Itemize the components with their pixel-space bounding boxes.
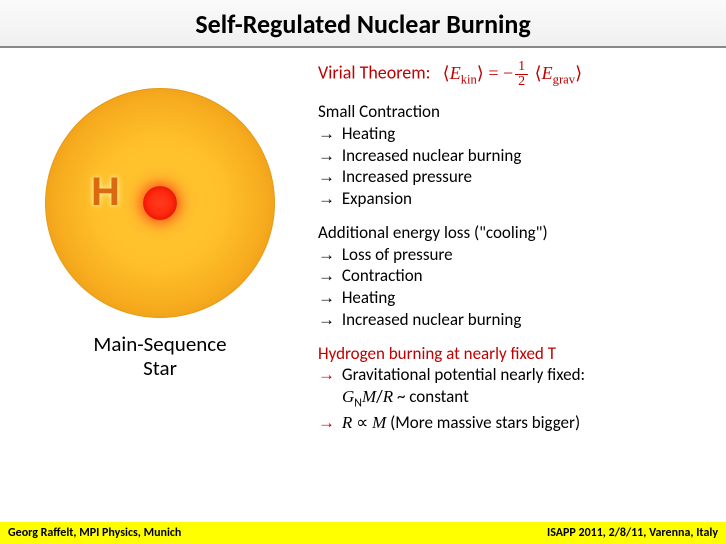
title-bar: Self-Regulated Nuclear Burning [0, 0, 726, 48]
left-column: H Main-Sequence Star [10, 58, 310, 445]
contraction-block: Small Contraction → Heating → Increased … [318, 101, 716, 210]
virial-theorem: Virial Theorem: ⟨Ekin⟩ = −12 ⟨Egrav⟩ [318, 60, 716, 89]
contraction-item-label: Increased pressure [342, 166, 472, 187]
fixed-t-line1: → Gravitational potential nearly fixed: [318, 364, 716, 386]
formula-relation: ~ constant [397, 386, 469, 407]
stellar-core [143, 186, 177, 220]
GN-sub: N [354, 396, 362, 410]
contraction-heading: Small Contraction [318, 101, 716, 123]
caption-line2: Star [143, 355, 177, 381]
content-area: H Main-Sequence Star Virial Theorem: ⟨Ek… [0, 48, 726, 445]
cooling-block: Additional energy loss ("cooling") → Los… [318, 222, 716, 331]
cooling-item-label: Heating [342, 287, 395, 308]
R-var2: R [342, 413, 352, 432]
main-sequence-star-graphic: H [45, 88, 275, 318]
cooling-item: → Loss of pressure [318, 244, 716, 266]
cooling-item-label: Loss of pressure [342, 244, 453, 265]
star-caption: Main-Sequence Star [93, 332, 226, 380]
G-var: G [342, 387, 354, 406]
contraction-item: → Heating [318, 123, 716, 145]
fixed-t-heading: Hydrogen burning at nearly fixed T [318, 343, 716, 365]
virial-equation: ⟨Ekin⟩ = −12 ⟨Egrav⟩ [443, 63, 582, 83]
M-var2: M [372, 413, 386, 432]
frac-num: 1 [515, 60, 528, 75]
potential-text: Gravitational potential nearly fixed: [342, 364, 585, 385]
hydrogen-label: H [91, 170, 120, 215]
contraction-item: → Expansion [318, 188, 716, 210]
cooling-item: → Heating [318, 287, 716, 309]
virial-label: Virial Theorem: [318, 62, 430, 84]
M-var: M [362, 387, 376, 406]
footer-bar: Georg Raffelt, MPI Physics, Munich ISAPP… [0, 522, 726, 544]
ekin-sub: kin [461, 72, 477, 86]
propto: ∝ [356, 412, 368, 433]
cooling-item-label: Contraction [342, 265, 423, 286]
R-var: R [383, 387, 393, 406]
slide-title: Self-Regulated Nuclear Burning [0, 8, 726, 40]
fixed-t-block: Hydrogen burning at nearly fixed T → Gra… [318, 343, 716, 434]
footer-left: Georg Raffelt, MPI Physics, Munich [8, 526, 181, 540]
contraction-item-label: Expansion [342, 188, 412, 209]
contraction-item-label: Increased nuclear burning [342, 145, 521, 166]
cooling-item: → Contraction [318, 265, 716, 287]
egrav-sub: grav [553, 72, 575, 86]
caption-line1: Main-Sequence [93, 331, 226, 357]
contraction-item-label: Heating [342, 123, 395, 144]
egrav-var: E [542, 63, 553, 83]
fixed-t-line2: → R ∝ M (More massive stars bigger) [318, 412, 716, 434]
footer-right: ISAPP 2011, 2/8/11, Varenna, Italy [547, 526, 718, 540]
right-column: Virial Theorem: ⟨Ekin⟩ = −12 ⟨Egrav⟩ Sma… [310, 58, 716, 445]
ekin-var: E [450, 63, 461, 83]
cooling-item-label: Increased nuclear burning [342, 309, 521, 330]
contraction-item: → Increased nuclear burning [318, 145, 716, 167]
cooling-heading: Additional energy loss ("cooling") [318, 222, 716, 244]
cooling-item: → Increased nuclear burning [318, 309, 716, 331]
contraction-item: → Increased pressure [318, 166, 716, 188]
mass-note: (More massive stars bigger) [390, 412, 580, 433]
frac-den: 2 [515, 75, 528, 89]
fixed-t-formula: GNM/R ~ constant [318, 386, 716, 412]
